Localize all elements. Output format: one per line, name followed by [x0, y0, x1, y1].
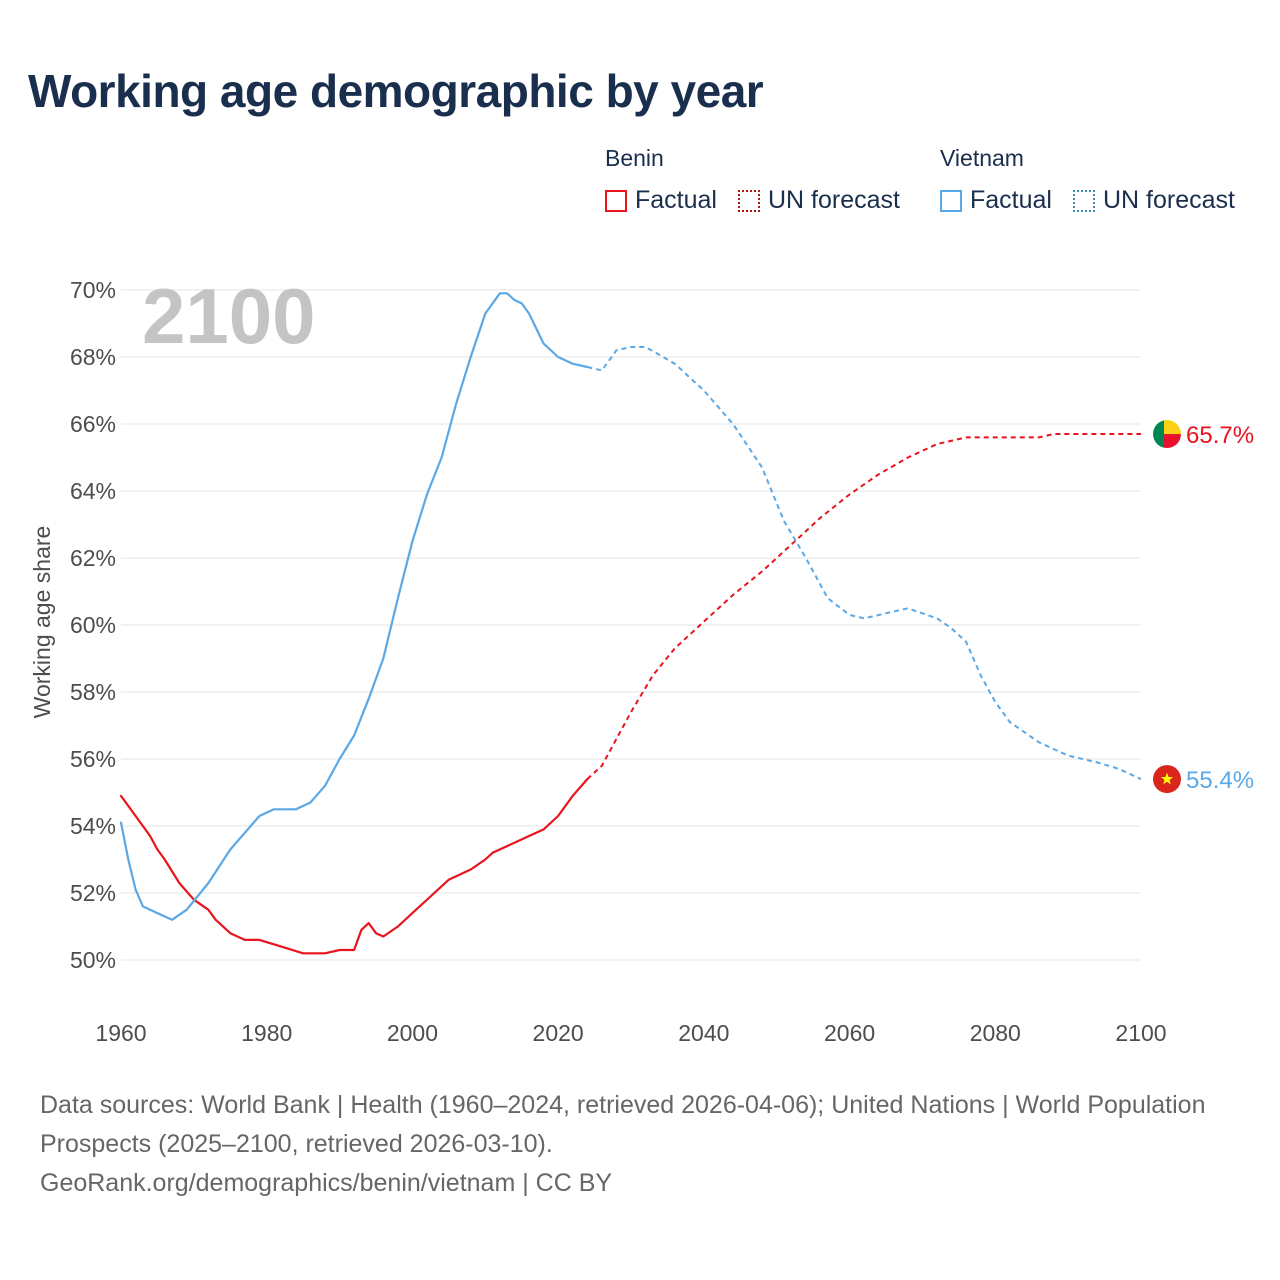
footer: Data sources: World Bank | Health (1960–… — [40, 1086, 1240, 1203]
legend-vietnam-factual[interactable]: Factual — [940, 186, 1052, 215]
y-tick-label: 58% — [70, 679, 116, 705]
vietnam-end-value-label: 55.4% — [1186, 767, 1254, 794]
y-tick-label: 62% — [70, 545, 116, 571]
x-tick-label: 1980 — [241, 1020, 292, 1046]
x-axis: 1960 1980 2000 2020 2040 2060 2080 2100 — [95, 1020, 1166, 1046]
benin-forecast-line[interactable] — [586, 433, 1141, 780]
legend-label: UN forecast — [768, 186, 900, 214]
legend-group-benin: Benin — [605, 145, 664, 171]
legend-swatch-dotted-icon — [1073, 189, 1095, 212]
y-axis: 50% 52% 54% 56% 58% 60% 62% 64% 66% 68% 70% — [70, 277, 116, 973]
y-tick-label: 68% — [70, 344, 116, 370]
y-tick-label: 52% — [70, 880, 116, 906]
x-tick-label: 2060 — [824, 1020, 875, 1046]
end-markers: 65.7% 55.4% — [1153, 420, 1254, 794]
gridlines — [121, 289, 1141, 961]
x-tick-label: 1960 — [95, 1020, 146, 1046]
legend-group-vietnam: Vietnam — [940, 145, 1024, 171]
y-tick-label: 54% — [70, 813, 116, 839]
series-lines — [119, 292, 1142, 955]
x-tick-label: 2100 — [1115, 1020, 1166, 1046]
y-tick-label: 70% — [70, 277, 116, 303]
benin-factual-line[interactable] — [119, 778, 589, 955]
y-tick-label: 50% — [70, 947, 116, 973]
data-sources: Data sources: World Bank | Health (1960–… — [40, 1091, 1206, 1158]
legend-benin-factual[interactable]: Factual — [605, 186, 717, 215]
x-tick-label: 2020 — [533, 1020, 584, 1046]
y-tick-label: 60% — [70, 612, 116, 638]
x-tick-label: 2080 — [970, 1020, 1021, 1046]
vietnam-factual-line[interactable] — [119, 292, 589, 921]
legend-vietnam-forecast[interactable]: UN forecast — [1073, 186, 1235, 215]
legend-swatch-solid-icon — [940, 189, 962, 212]
chart-title: Working age demographic by year — [28, 65, 764, 117]
y-tick-label: 66% — [70, 411, 116, 437]
x-tick-label: 2000 — [387, 1020, 438, 1046]
benin-end-value-label: 65.7% — [1186, 422, 1254, 449]
y-axis-title: Working age share — [29, 526, 55, 719]
y-tick-label: 56% — [70, 746, 116, 772]
attribution-link[interactable]: GeoRank.org/demographics/benin/vietnam |… — [40, 1169, 613, 1197]
x-tick-label: 2040 — [678, 1020, 729, 1046]
benin-flag-icon — [1153, 420, 1181, 449]
legend-label: Factual — [970, 186, 1052, 214]
y-tick-label: 64% — [70, 478, 116, 504]
legend-swatch-solid-icon — [605, 189, 627, 212]
legend-swatch-dotted-icon — [738, 189, 760, 212]
legend-label: Factual — [635, 186, 717, 214]
vietnam-forecast-line[interactable] — [587, 346, 1142, 781]
legend-label: UN forecast — [1103, 186, 1235, 214]
vietnam-flag-icon — [1153, 765, 1181, 794]
year-watermark: 2100 — [142, 272, 316, 360]
line-chart: 2100 Working age share 50% 52% 54% 56% 58% 60… — [29, 272, 1254, 1046]
legend-benin-forecast[interactable]: UN forecast — [738, 186, 900, 215]
